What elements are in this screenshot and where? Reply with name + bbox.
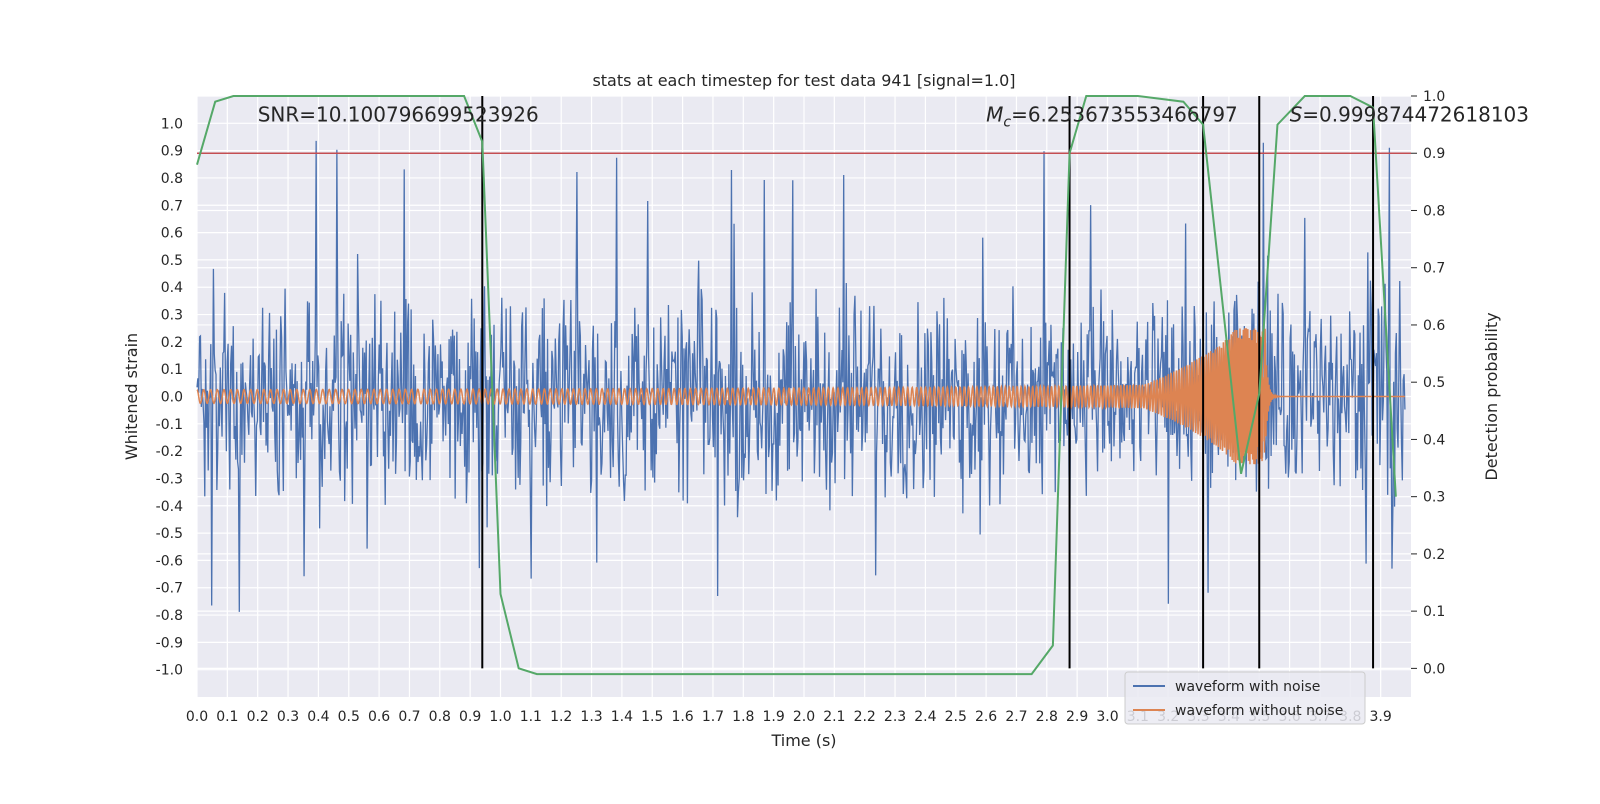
x-tick-label: 1.2 [550,709,572,725]
x-tick-label: 1.6 [671,709,693,725]
legend-label-waveform-with-noise: waveform with noise [1175,679,1320,695]
annotation-chirp-mass: Mc=6.253673553466797 [986,102,1238,130]
x-tick-label: 0.4 [307,709,329,725]
detection-probability-line [196,95,1397,676]
x-tick-label: 0.0 [186,709,208,725]
x-tick-label: 3.0 [1096,709,1118,725]
x-tick-label: 2.9 [1066,709,1088,725]
y-tick-label: 0.4 [161,280,183,296]
x-tick-label: 2.8 [1036,709,1058,725]
annotation-snr: SNR=10.100796699523926 [258,102,539,126]
y-tick-label: -0.4 [156,499,183,515]
y-tick-label: 0.7 [161,198,183,214]
y2-tick-label: 0.5 [1423,375,1445,391]
y2-tick-label: 0.9 [1423,146,1445,162]
y2-tick-label: 1.0 [1423,89,1445,105]
x-tick-label: 3.9 [1370,709,1392,725]
y2-tick-label: 0.6 [1423,318,1445,334]
annotation-s-symbol: S [1290,102,1303,126]
annotation-mc-value: =6.253673553466797 [1011,102,1238,126]
y-tick-label: -0.6 [156,553,183,569]
annotation-mc-subscript: c [1003,114,1011,130]
vertical-markers [481,96,1375,669]
y-tick-label: 0.2 [161,335,183,351]
x-tick-label: 0.7 [398,709,420,725]
x-tick-label: 1.5 [641,709,663,725]
y2-tick-label: 0.1 [1423,604,1445,620]
y-tick-label: -0.9 [156,635,183,651]
y-tick-label: -0.8 [156,608,183,624]
y2-tick-label: 0.8 [1423,203,1445,219]
x-tick-label: 1.9 [763,709,785,725]
y2-axis-label: Detection probability [1482,312,1501,480]
annotation-mc-symbol: M [986,102,1003,126]
y-tick-label: -0.2 [156,444,183,460]
x-tick-label: 2.7 [1005,709,1027,725]
x-tick-label: 0.9 [459,709,481,725]
x-tick-label: 1.8 [732,709,754,725]
y2-axis-ticks: 1.0 0.9 0.8 0.7 0.6 0.5 0.4 0.3 0.2 0.1 0.0 [1411,89,1445,677]
y-tick-label: -1.0 [156,663,183,679]
chart-title: stats at each timestep for test data 941… [592,71,1015,90]
series-detection-probability [196,95,1397,676]
y2-tick-label: 0.4 [1423,432,1445,448]
y-tick-label: 1.0 [161,116,183,132]
x-tick-label: 0.8 [429,709,451,725]
y-tick-label: 0.3 [161,308,183,324]
legend-box [1124,671,1366,725]
x-tick-label: 0.3 [277,709,299,725]
x-tick-label: 1.7 [702,709,724,725]
x-tick-label: 2.2 [854,709,876,725]
y-tick-label: 0.1 [161,362,183,378]
y-axis-label: Whitened strain [122,333,141,460]
x-tick-label: 2.5 [945,709,967,725]
x-tick-label: 2.4 [914,709,936,725]
legend: waveform with noise waveform without noi… [1124,671,1366,725]
y-tick-label: 0.8 [161,171,183,187]
x-axis-label: Time (s) [770,731,836,750]
y-tick-label: 0.6 [161,226,183,242]
x-tick-label: 1.3 [580,709,602,725]
y-tick-label: 0.9 [161,144,183,160]
y-tick-label: -0.3 [156,471,183,487]
x-tick-label: 0.6 [368,709,390,725]
y2-tick-label: 0.2 [1423,547,1445,563]
x-tick-label: 1.0 [489,709,511,725]
x-tick-label: 2.0 [793,709,815,725]
annotation-spin: S=0.999874472618103 [1290,102,1529,126]
y-tick-label: 0.5 [161,253,183,269]
x-tick-label: 2.1 [823,709,845,725]
x-tick-label: 0.1 [216,709,238,725]
y-axis-ticks: 1.0 0.9 0.8 0.7 0.6 0.5 0.4 0.3 0.2 0.1 0.0 -0.1 -0.… [156,116,183,678]
y-tick-label: -0.7 [156,581,183,597]
y2-tick-label: 0.3 [1423,490,1445,506]
x-tick-label: 1.4 [611,709,633,725]
x-tick-label: 0.5 [338,709,360,725]
y2-tick-label: 0.7 [1423,261,1445,277]
y-tick-label: -0.1 [156,417,183,433]
annotation-s-value: =0.999874472618103 [1302,102,1529,126]
x-tick-label: 1.1 [520,709,542,725]
y-tick-label: -0.5 [156,526,183,542]
y-tick-label: 0.0 [161,390,183,406]
x-tick-label: 2.3 [884,709,906,725]
y2-tick-label: 0.0 [1423,661,1445,677]
legend-label-waveform-without-noise: waveform without noise [1175,703,1343,719]
x-tick-label: 2.6 [975,709,997,725]
x-tick-label: 0.2 [247,709,269,725]
